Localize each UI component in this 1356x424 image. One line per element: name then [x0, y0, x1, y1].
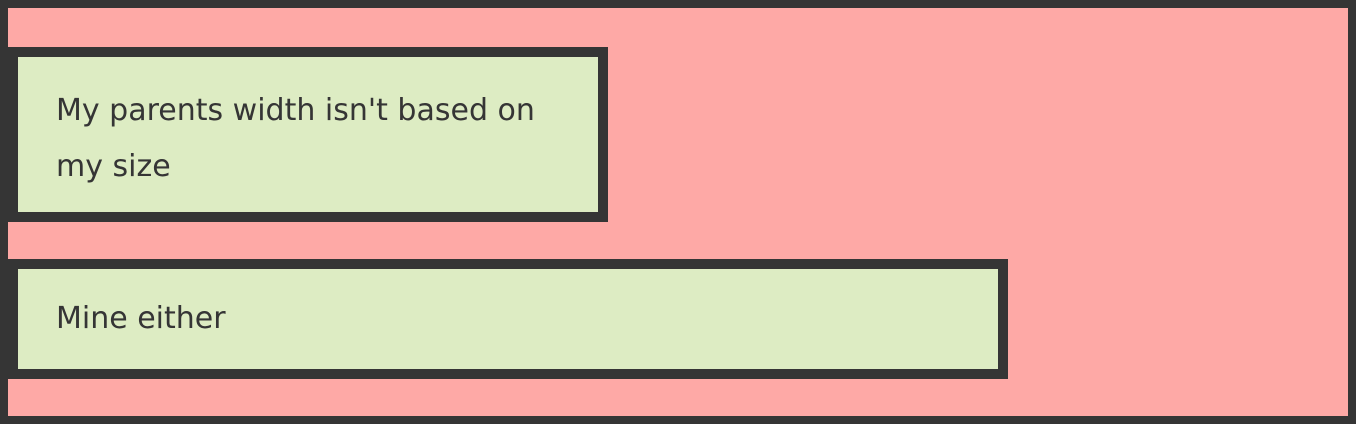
- child-box-1: My parents width isn't based on my size: [8, 47, 608, 222]
- child-box-2: Mine either: [8, 259, 1008, 379]
- child-box-1-text: My parents width isn't based on my size: [56, 93, 535, 184]
- child-box-2-text: Mine either: [56, 301, 226, 336]
